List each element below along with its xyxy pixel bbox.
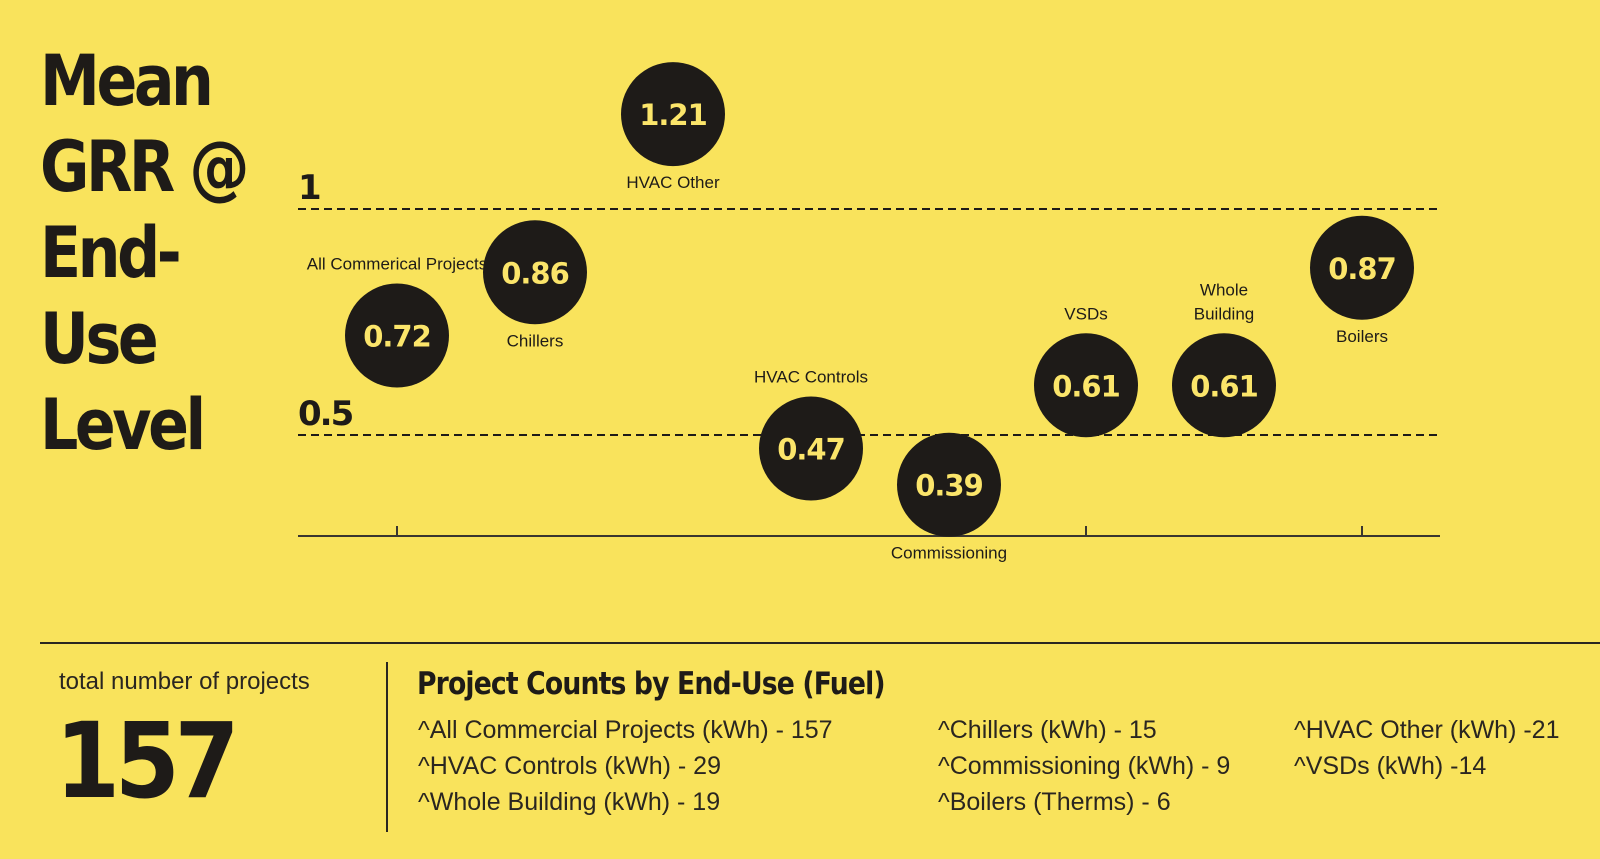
project-count-item: ^Whole Building (kWh) - 19 xyxy=(418,788,721,816)
data-point-value: 0.72 xyxy=(363,320,431,354)
project-counts-title: Project Counts by End-Use (Fuel) xyxy=(417,666,886,702)
data-point-circle xyxy=(759,396,863,501)
chart-title-line: Mean xyxy=(40,40,214,122)
y-tick-label: 1 xyxy=(298,168,320,208)
data-point-value: 0.47 xyxy=(777,433,845,467)
grr-chart: 1 0.5 0.72 All Commerical Projects 0.86 Chill… xyxy=(298,62,1440,563)
data-point-circle xyxy=(897,432,1001,537)
project-count-item: ^Boilers (Therms) - 6 xyxy=(938,788,1171,816)
data-point-value: 0.61 xyxy=(1190,369,1258,403)
data-point-circle xyxy=(483,220,587,325)
data-point-label: Chillers xyxy=(507,331,564,350)
data-point-circle xyxy=(345,283,449,388)
data-point-label: HVAC Controls xyxy=(754,368,868,387)
project-count-item: ^Chillers (kWh) - 15 xyxy=(938,716,1157,744)
section-divider xyxy=(40,642,1600,644)
data-point-value: 1.21 xyxy=(639,98,707,132)
project-count-item: ^All Commercial Projects (kWh) - 157 xyxy=(418,716,833,744)
data-point-circle xyxy=(621,62,725,167)
chart-title-line: Use xyxy=(40,298,159,380)
data-point-value: 0.61 xyxy=(1052,369,1120,403)
project-count-item: ^HVAC Other (kWh) -21 xyxy=(1294,716,1560,744)
chart-title-line: GRR @ xyxy=(40,126,250,208)
total-projects-label: total number of projects xyxy=(59,668,310,695)
chart-title-line: Level xyxy=(40,384,206,466)
data-point-circle xyxy=(1172,333,1276,438)
project-count-item: ^HVAC Controls (kWh) - 29 xyxy=(418,752,721,780)
data-point-label: HVAC Other xyxy=(626,173,720,192)
project-count-item: ^VSDs (kWh) -14 xyxy=(1294,752,1487,780)
y-tick-label: 0.5 xyxy=(298,394,353,434)
data-point-label: Boilers xyxy=(1336,327,1388,346)
vertical-divider xyxy=(386,662,388,832)
chart-title-line: End- xyxy=(40,212,182,294)
data-point-value: 0.39 xyxy=(915,469,983,503)
total-projects-value: 157 xyxy=(55,700,240,822)
data-point-value: 0.87 xyxy=(1328,252,1396,286)
data-point-circle xyxy=(1034,333,1138,438)
data-point-label: Whole Building xyxy=(1194,280,1255,323)
data-point-label: All Commerical Projects xyxy=(307,255,487,274)
data-point-circle xyxy=(1310,215,1414,320)
data-point-label: VSDs xyxy=(1064,304,1107,323)
data-point-value: 0.86 xyxy=(501,256,569,290)
project-count-item: ^Commissioning (kWh) - 9 xyxy=(938,752,1231,780)
data-point-label: Commissioning xyxy=(891,544,1007,563)
chart-title: Mean GRR @ End- Use Level xyxy=(40,38,250,468)
